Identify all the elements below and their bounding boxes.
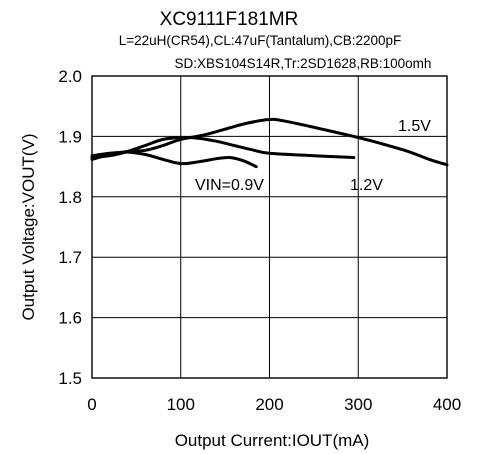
x-tick-label: 0 xyxy=(87,395,96,414)
y-tick-label: 1.8 xyxy=(58,188,82,207)
series-line-3 xyxy=(90,117,449,167)
y-axis-label: Output Voltage:VOUT(V) xyxy=(19,133,38,320)
chart-subtitle-line-2: SD:XBS104S14R,Tr:2SD1628,RB:100omh xyxy=(175,56,432,71)
annotation-1-2v: 1.2V xyxy=(350,177,383,194)
x-axis-label: Output Current:IOUT(mA) xyxy=(175,431,370,450)
plot-frame xyxy=(91,75,448,379)
y-tick-label: 1.9 xyxy=(58,127,82,146)
x-tick-label: 400 xyxy=(433,395,461,414)
x-tick-label: 200 xyxy=(255,395,283,414)
chart-ticks: 0 100 200 300 400 1.5 1.6 1.7 1.8 1.9 2.0 xyxy=(58,67,461,414)
chart-grid xyxy=(92,76,447,378)
chart-series-group xyxy=(90,117,449,169)
y-tick-label: 1.5 xyxy=(58,369,82,388)
x-tick-label: 300 xyxy=(344,395,372,414)
chart-subtitle-line-1: L=22uH(CR54),CL:47uF(Tantalum),CB:2200pF xyxy=(119,33,402,48)
y-tick-label: 1.6 xyxy=(58,309,82,328)
y-tick-label: 2.0 xyxy=(58,67,82,86)
y-tick-label: 1.7 xyxy=(58,248,82,267)
series-line-2 xyxy=(90,136,356,159)
annotation-vin-0-9v: VIN=0.9V xyxy=(195,177,264,194)
x-tick-label: 100 xyxy=(167,395,195,414)
chart-title: XC9111F181MR xyxy=(160,9,299,30)
annotation-1-5v: 1.5V xyxy=(398,118,431,135)
